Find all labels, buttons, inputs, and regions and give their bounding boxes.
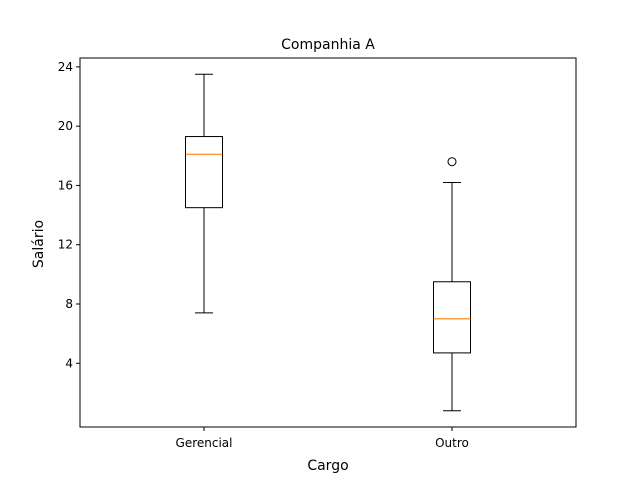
y-axis-title: Salário: [31, 220, 47, 268]
x-tick-label: Outro: [435, 436, 469, 450]
box-iqr: [433, 281, 471, 354]
y-tick-label: 20: [58, 119, 73, 133]
y-tick-label: 24: [58, 60, 73, 74]
plot-area: 4 8 12 16 20 24 Gerencial Outro: [58, 57, 577, 450]
y-tick-label: 4: [65, 356, 73, 370]
y-tick-label: 16: [58, 178, 73, 192]
x-tick-label: Gerencial: [176, 436, 233, 450]
plot-frame: [79, 57, 577, 428]
chart-title: Companhia A: [281, 37, 375, 53]
box-iqr: [185, 136, 223, 209]
x-axis-title: Cargo: [307, 458, 348, 474]
y-tick-label: 12: [58, 238, 73, 252]
outlier-point: [447, 157, 457, 167]
y-tick-label: 8: [65, 297, 73, 311]
